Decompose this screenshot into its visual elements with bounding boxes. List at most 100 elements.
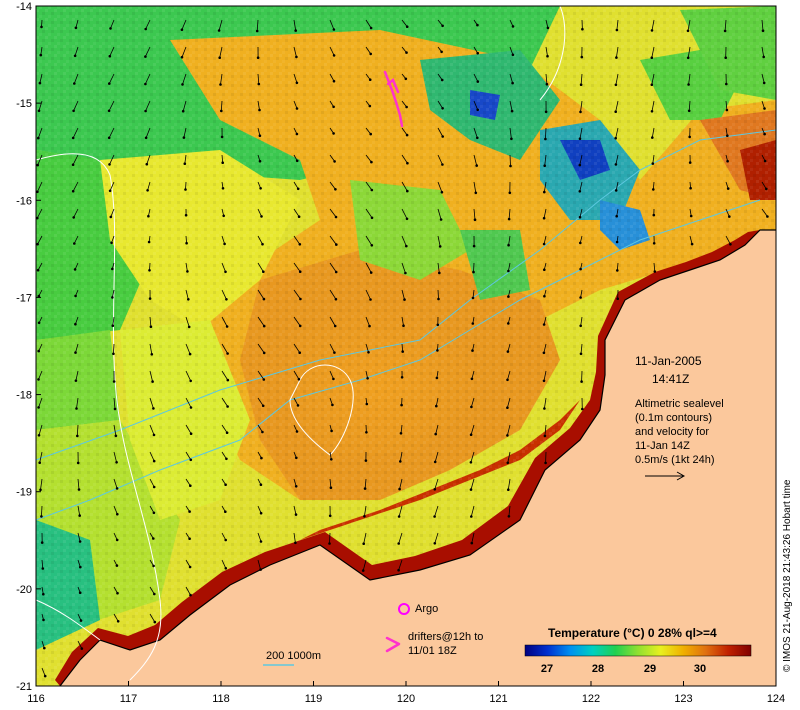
velocity-vector	[73, 100, 79, 111]
velocity-vector-head	[405, 217, 409, 221]
argo-marker	[398, 603, 410, 615]
velocity-vector	[761, 73, 765, 83]
velocity-vector	[434, 505, 439, 517]
velocity-vector	[293, 73, 298, 83]
velocity-vector	[293, 19, 297, 31]
velocity-vector-head	[334, 215, 338, 219]
velocity-vector-head	[370, 160, 373, 164]
velocity-vector	[221, 451, 227, 460]
velocity-vector-head	[189, 593, 192, 597]
velocity-vector-head	[295, 132, 299, 136]
y-axis: -14 -15 -16 -17 -18 -19 -20 -21	[16, 1, 41, 693]
x-tick-label: 116	[27, 693, 45, 705]
velocity-vector-head	[74, 26, 78, 30]
velocity-vector	[185, 316, 190, 328]
velocity-vector-head	[581, 407, 584, 411]
velocity-vector	[37, 181, 43, 192]
y-tick-label: -18	[16, 390, 32, 402]
velocity-vector	[149, 451, 155, 462]
velocity-vector	[543, 235, 547, 245]
velocity-vector-head	[367, 351, 370, 354]
velocity-vector-head	[399, 432, 403, 435]
velocity-vector	[329, 262, 337, 273]
velocity-vector-head	[188, 352, 192, 356]
velocity-vector-head	[257, 82, 261, 86]
velocity-vector-head	[36, 268, 40, 272]
velocity-vector	[257, 424, 263, 433]
velocity-vector	[182, 100, 187, 112]
velocity-vector-head	[107, 136, 111, 140]
velocity-vector-head	[71, 189, 75, 193]
velocity-vector	[108, 73, 115, 84]
velocity-vector	[149, 316, 152, 327]
velocity-vector-head	[469, 433, 473, 437]
velocity-vector-head	[152, 485, 156, 489]
velocity-vector	[507, 370, 511, 380]
velocity-vector	[473, 127, 478, 138]
velocity-vector	[293, 289, 301, 300]
velocity-vector-head	[74, 379, 78, 383]
velocity-vector-head	[152, 459, 156, 463]
velocity-vector-head	[510, 109, 514, 113]
velocity-vector-head	[729, 243, 732, 246]
velocity-vector-head	[614, 189, 618, 192]
velocity-vector	[221, 424, 228, 433]
velocity-vector-head	[295, 430, 299, 433]
velocity-vector-head	[147, 214, 150, 218]
velocity-vector-head	[295, 81, 299, 85]
y-tick-label: -14	[16, 1, 32, 13]
velocity-vector	[437, 181, 443, 193]
velocity-vector	[437, 100, 443, 109]
velocity-vector	[543, 370, 547, 381]
velocity-vector	[257, 73, 260, 85]
velocity-vector-head	[111, 324, 115, 328]
velocity-vector-head	[262, 324, 266, 328]
velocity-vector-head	[580, 55, 584, 59]
velocity-vector-head	[334, 188, 337, 191]
velocity-vector	[365, 154, 372, 163]
velocity-vector-head	[365, 431, 368, 434]
velocity-vector	[329, 532, 331, 544]
velocity-vector-head	[109, 27, 112, 30]
velocity-vector	[365, 208, 373, 219]
velocity-vector-head	[259, 568, 262, 571]
velocity-vector-head	[220, 135, 224, 139]
velocity-vector-head	[299, 297, 302, 301]
velocity-vector	[74, 46, 79, 56]
velocity-vector	[108, 127, 115, 138]
velocity-vector-head	[440, 190, 444, 194]
velocity-vector-head	[441, 24, 444, 28]
velocity-vector-head	[224, 567, 228, 570]
velocity-vector	[398, 505, 403, 517]
velocity-vector	[470, 424, 475, 435]
velocity-vector	[113, 613, 119, 622]
drifters-label-1: drifters@12h to	[408, 631, 484, 643]
velocity-vector-head	[762, 55, 765, 59]
velocity-vector-head	[181, 83, 184, 86]
velocity-vector	[37, 154, 43, 166]
velocity-vector-head	[438, 245, 442, 248]
velocity-vector-head	[226, 405, 229, 408]
velocity-vector-head	[183, 162, 187, 165]
velocity-vector	[329, 343, 335, 353]
velocity-vector-head	[543, 294, 546, 298]
velocity-vector-head	[506, 406, 509, 410]
velocity-vector-head	[405, 51, 408, 54]
velocity-vector	[149, 613, 156, 623]
velocity-vector	[182, 73, 187, 85]
velocity-vector-head	[36, 190, 39, 194]
velocity-vector	[507, 424, 511, 436]
velocity-vector	[221, 343, 228, 354]
velocity-vector	[761, 19, 764, 31]
velocity-vector	[149, 424, 155, 436]
velocity-vector	[580, 73, 583, 85]
velocity-vector	[256, 19, 259, 32]
velocity-vector	[471, 370, 475, 379]
velocity-vector	[219, 46, 223, 58]
velocity-vector	[77, 640, 83, 649]
velocity-vector-head	[259, 187, 262, 190]
velocity-vector	[145, 100, 151, 112]
velocity-vector	[579, 154, 583, 166]
velocity-vector-head	[115, 564, 119, 567]
velocity-vector-head	[616, 269, 619, 272]
